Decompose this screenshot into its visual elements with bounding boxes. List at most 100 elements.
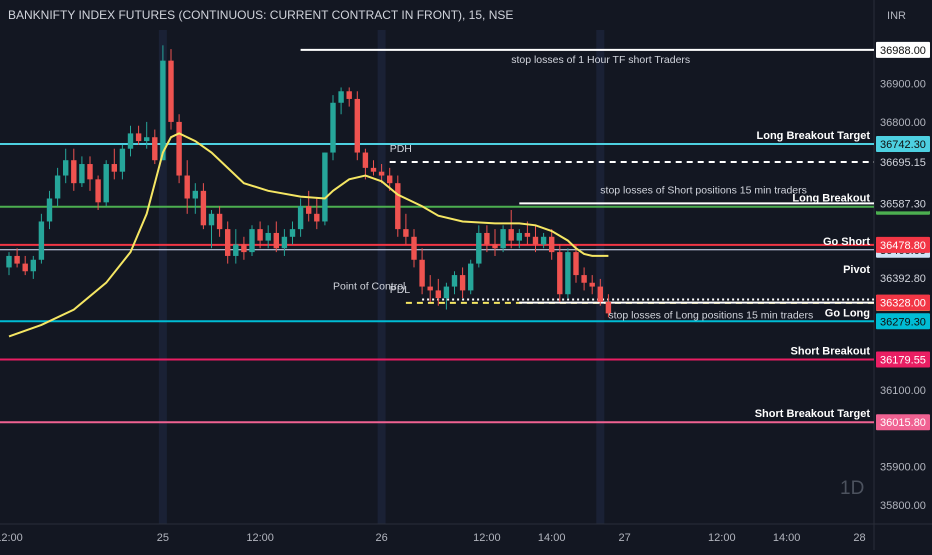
x-tick-label: 12:00	[0, 532, 23, 544]
candle-body	[30, 259, 36, 272]
candle-body	[87, 164, 93, 180]
price-tag-label: 36478.80	[880, 240, 926, 252]
vwap-line	[8, 132, 609, 338]
candle-body	[370, 167, 377, 172]
candle-body	[233, 244, 239, 256]
session-break-band	[377, 30, 386, 524]
currency-label: INR	[887, 10, 906, 22]
candle-body	[451, 275, 458, 287]
level-label: Go Short	[823, 236, 870, 248]
chart-annotation: PDL	[390, 284, 411, 296]
candle-body	[14, 255, 20, 264]
candle-body	[500, 229, 506, 249]
session-break-band	[158, 30, 167, 524]
price-tag	[876, 414, 930, 431]
price-tag	[876, 269, 930, 286]
price-tag-label: 36742.30	[880, 139, 926, 151]
level-label: Long Breakout Target	[757, 130, 871, 142]
level-label: Short Breakout Target	[755, 408, 871, 420]
candle-body	[330, 102, 336, 153]
candle-body	[176, 121, 182, 176]
candle-body	[492, 244, 498, 249]
price-tag-label: 36695.15	[880, 157, 926, 169]
y-tick-label: 35800.00	[880, 500, 926, 512]
chart-annotation: Point of Control	[333, 280, 405, 292]
y-tick-label: 36800.00	[880, 117, 926, 129]
price-tag-label: 36279.30	[880, 316, 926, 328]
candle-body	[532, 236, 539, 245]
candle-body	[22, 263, 28, 272]
candle-body	[208, 213, 215, 226]
candle-body	[79, 164, 85, 184]
y-tick-label: 36900.00	[880, 79, 926, 91]
candle-body	[589, 282, 595, 287]
candle-body	[119, 148, 126, 172]
price-tag	[876, 313, 930, 330]
x-tick-label: 27	[618, 532, 630, 544]
chart-annotation: stop losses of Long positions 15 min tra…	[608, 310, 813, 322]
price-tag	[876, 294, 930, 311]
candle-body	[597, 286, 603, 302]
candle-body	[192, 190, 198, 199]
candle-body	[557, 252, 563, 295]
candle-body	[95, 179, 101, 203]
candle-body	[387, 175, 393, 184]
candle-body	[419, 259, 425, 287]
candle-body	[111, 164, 117, 172]
candle-body	[427, 286, 433, 291]
candle-body	[281, 236, 288, 249]
candle-body	[63, 160, 69, 176]
candle-body	[103, 164, 109, 203]
candle-body	[403, 229, 409, 237]
candle-body	[200, 190, 207, 226]
price-tag-label: 36988.00	[880, 45, 926, 57]
candle-body	[524, 232, 531, 237]
price-tag	[876, 236, 930, 253]
level-label: Go Long	[825, 307, 870, 319]
candle-body	[322, 152, 328, 222]
candle-body	[135, 133, 142, 142]
candle-body	[144, 137, 150, 142]
candle-body	[476, 232, 482, 264]
candle-body	[338, 91, 344, 103]
x-tick-label: 14:00	[773, 532, 801, 544]
x-tick-label: 14:00	[538, 532, 566, 544]
candle-body	[216, 213, 223, 230]
x-tick-label: 28	[853, 532, 865, 544]
candle-body	[241, 244, 247, 253]
candle-body	[508, 229, 514, 241]
candle-body	[540, 236, 547, 245]
chart-symbol-title: BANKNIFTY INDEX FUTURES (CONTINUOUS: CUR…	[8, 8, 514, 22]
x-tick-label: 12:00	[246, 532, 274, 544]
candle-body	[152, 137, 158, 161]
candle-body	[565, 252, 571, 295]
candle-body	[346, 91, 352, 99]
candle-body	[273, 232, 279, 249]
x-tick-label: 26	[375, 532, 387, 544]
chart-annotation: PDH	[390, 143, 412, 155]
session-break-band	[596, 30, 605, 524]
candle-body	[468, 263, 474, 291]
y-tick-label: 35900.00	[880, 462, 926, 474]
price-tag	[876, 351, 930, 368]
level-label: Short Breakout	[791, 346, 871, 358]
candle-body	[443, 286, 450, 299]
candle-body	[411, 236, 417, 260]
level-label: Pivot	[843, 264, 870, 276]
candle-body	[581, 275, 587, 283]
price-tag-label: 36015.80	[880, 417, 926, 429]
candle-body	[395, 183, 401, 230]
candle-body	[484, 232, 490, 245]
candle-body	[54, 175, 61, 199]
price-tag-label: 36179.55	[880, 355, 926, 367]
x-tick-label: 12:00	[708, 532, 736, 544]
candle-body	[378, 171, 385, 176]
candle-body	[160, 60, 166, 161]
candle-body	[459, 275, 466, 291]
candle-body	[168, 60, 174, 122]
candle-body	[306, 206, 312, 214]
candle-body	[265, 232, 271, 241]
price-tag	[876, 136, 930, 153]
